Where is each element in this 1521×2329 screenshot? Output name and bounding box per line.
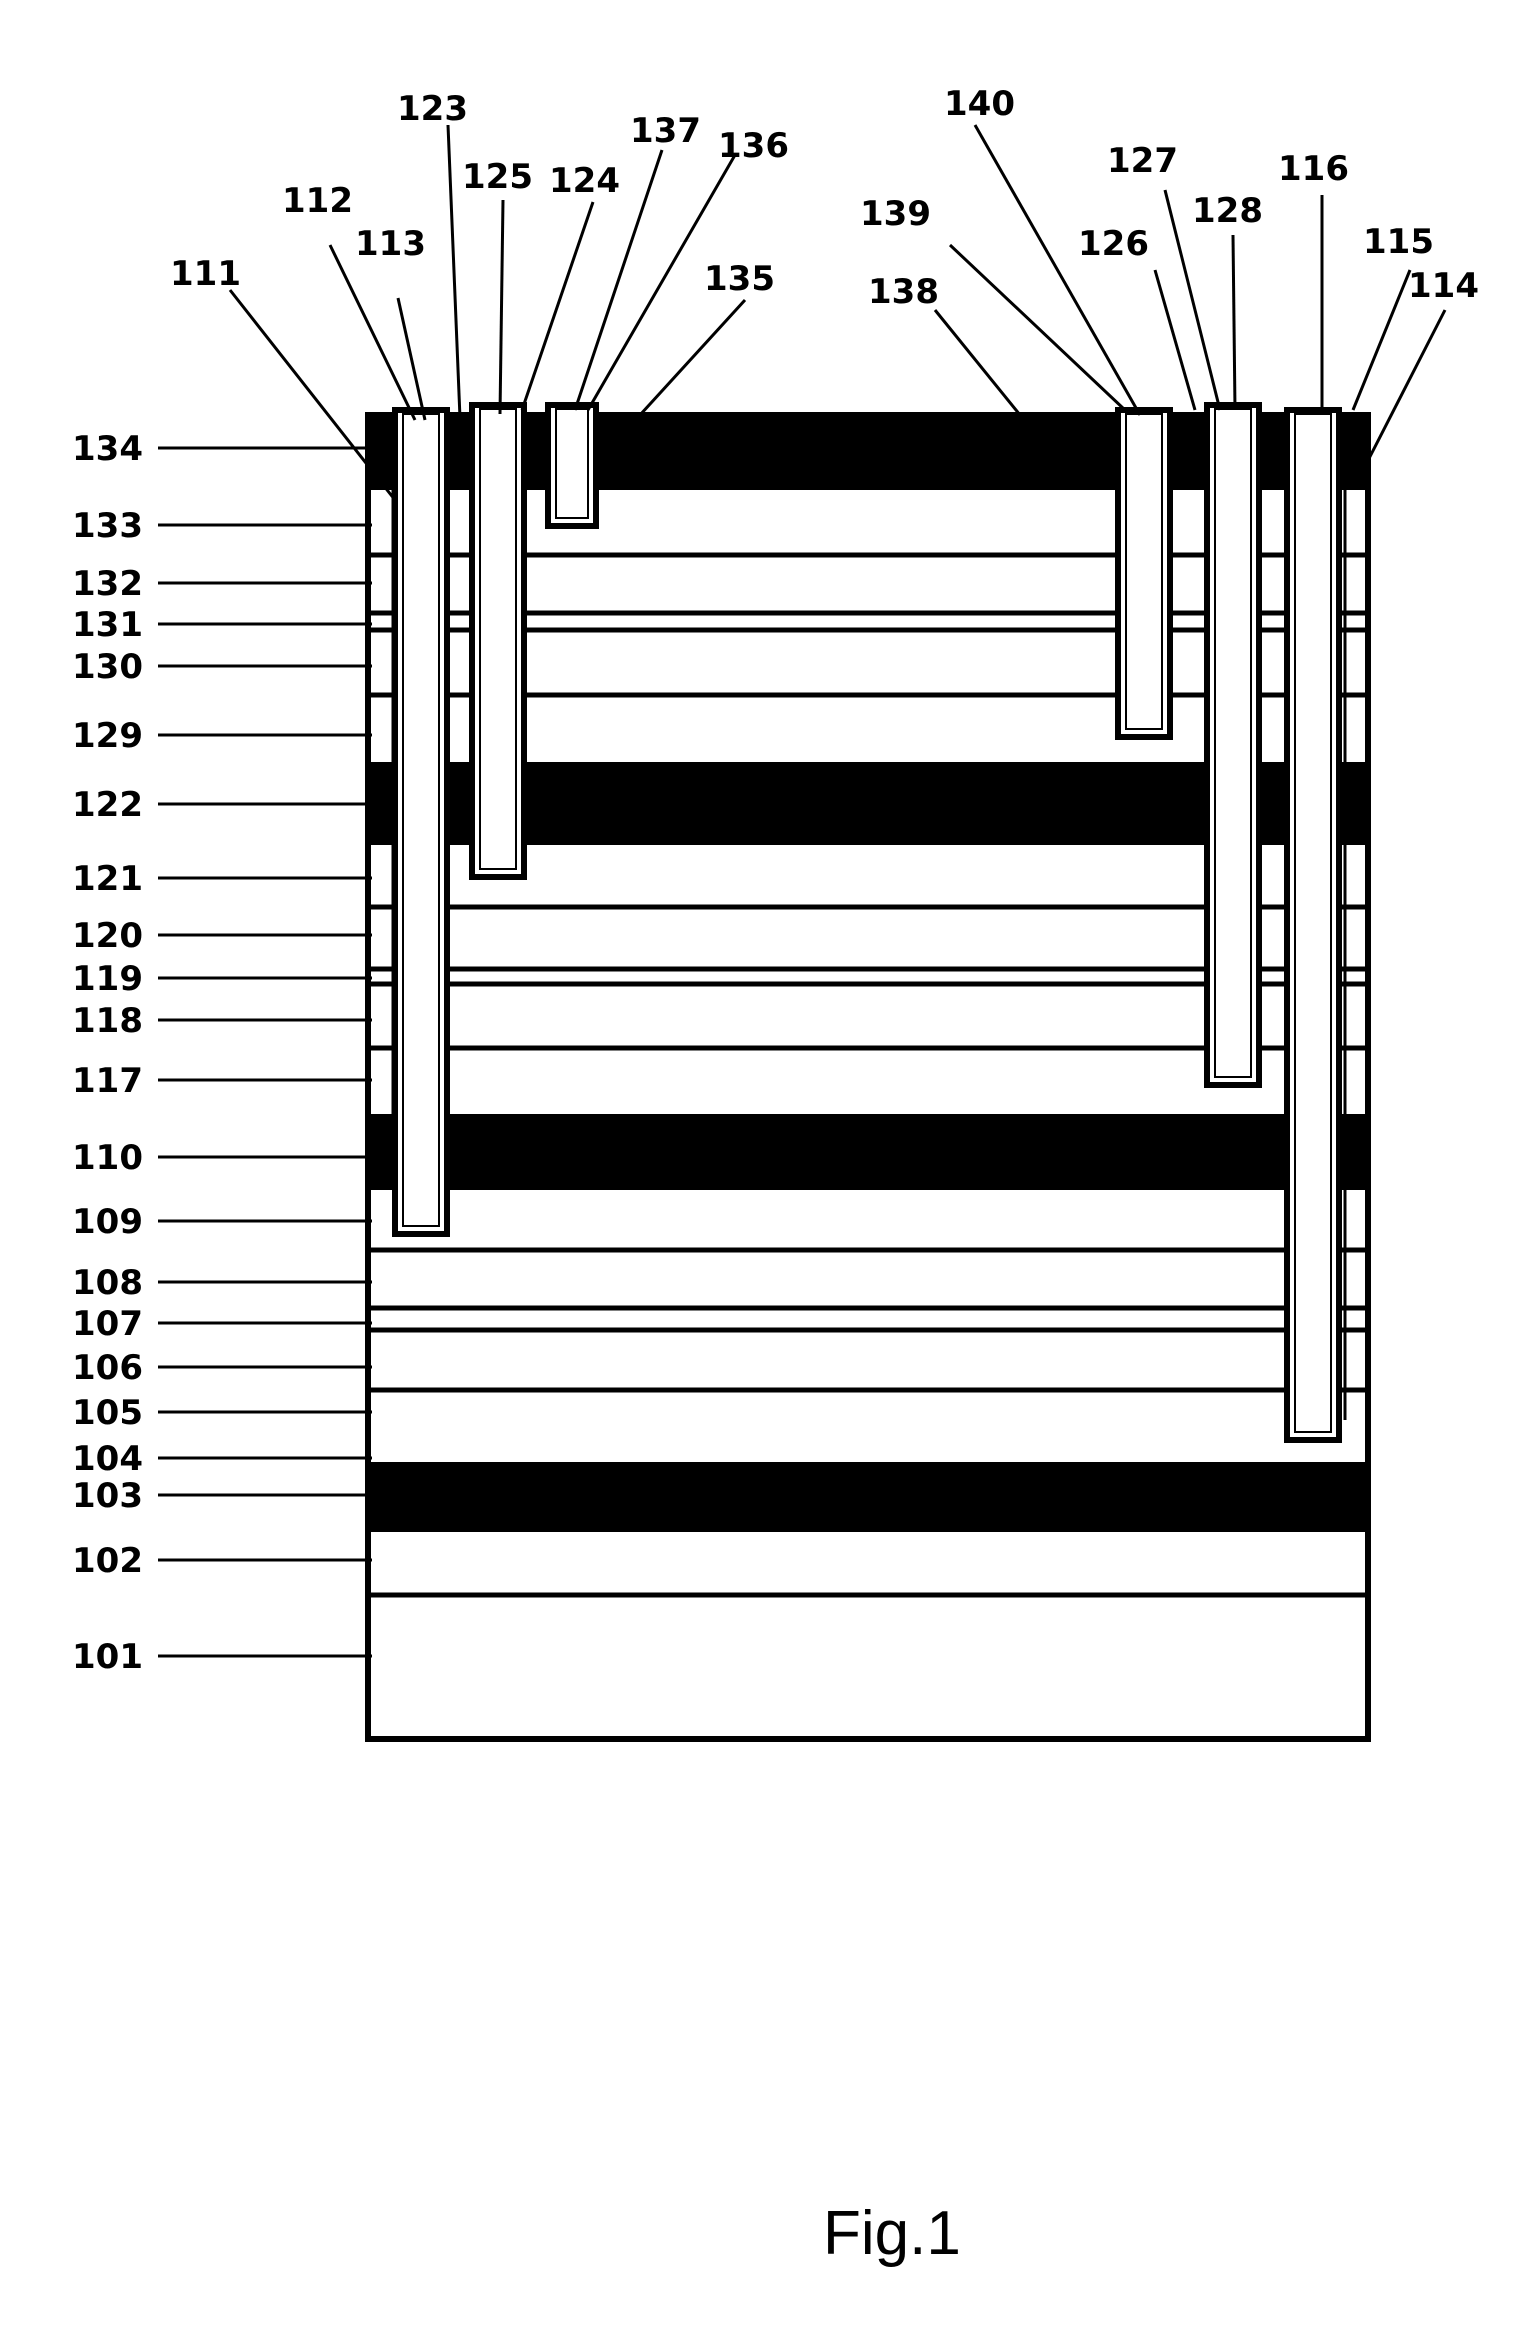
reference-label: 111: [170, 254, 241, 294]
reference-label: 135: [704, 259, 775, 299]
reference-label: 112: [282, 181, 353, 221]
reference-label: 116: [1278, 149, 1349, 189]
reference-label: 136: [718, 126, 789, 166]
layer-110: [368, 1114, 1368, 1190]
layer-label: 105: [72, 1393, 143, 1433]
layer-label: 107: [72, 1304, 143, 1344]
reference-label: 127: [1107, 141, 1178, 181]
top-leader-line: [522, 202, 593, 410]
layer-label: 101: [72, 1637, 143, 1677]
top-leader-line: [935, 310, 1020, 415]
reference-label: 124: [549, 161, 620, 201]
reference-label: 114: [1408, 266, 1479, 306]
top-leader-line: [330, 245, 415, 420]
layer-label: 118: [72, 1001, 143, 1041]
layer-label: 110: [72, 1138, 143, 1178]
top-leader-line: [398, 298, 425, 420]
layer-label: 119: [72, 959, 143, 999]
reference-label: 137: [630, 111, 701, 151]
layer-label: 122: [72, 785, 143, 825]
layer-label: 117: [72, 1061, 143, 1101]
reference-label: 128: [1192, 191, 1263, 231]
reference-label: 126: [1078, 224, 1149, 264]
layer-label: 102: [72, 1541, 143, 1581]
layer-103: [368, 1462, 1368, 1532]
reference-label: 139: [860, 194, 931, 234]
top-leader-line: [640, 300, 745, 415]
top-leader-line: [950, 245, 1125, 410]
layer-label: 120: [72, 916, 143, 956]
layer-label: 130: [72, 647, 143, 687]
reference-label: 125: [462, 157, 533, 197]
layer-label: 134: [72, 429, 143, 469]
reference-label: 140: [944, 84, 1015, 124]
top-leader-line: [1353, 270, 1410, 410]
layer-label: 132: [72, 564, 143, 604]
reference-label: 115: [1363, 222, 1434, 262]
layer-label: 103: [72, 1476, 143, 1516]
top-leader-line: [230, 290, 395, 500]
layer-label: 131: [72, 605, 143, 645]
layer-label: 108: [72, 1263, 143, 1303]
figure-caption: Fig.1: [823, 2199, 961, 2268]
reference-label: 123: [397, 89, 468, 129]
top-leader-line: [1233, 235, 1235, 410]
reference-label: 113: [355, 224, 426, 264]
top-leader-line: [500, 200, 503, 414]
layer-label: 109: [72, 1202, 143, 1242]
layer-label: 104: [72, 1439, 143, 1479]
layer-label: 129: [72, 716, 143, 756]
reference-label: 138: [868, 272, 939, 312]
layer-label: 133: [72, 506, 143, 546]
layer-label: 106: [72, 1348, 143, 1388]
top-leader-line: [448, 125, 460, 418]
top-leader-line: [1358, 310, 1445, 480]
layer-label: 121: [72, 859, 143, 899]
